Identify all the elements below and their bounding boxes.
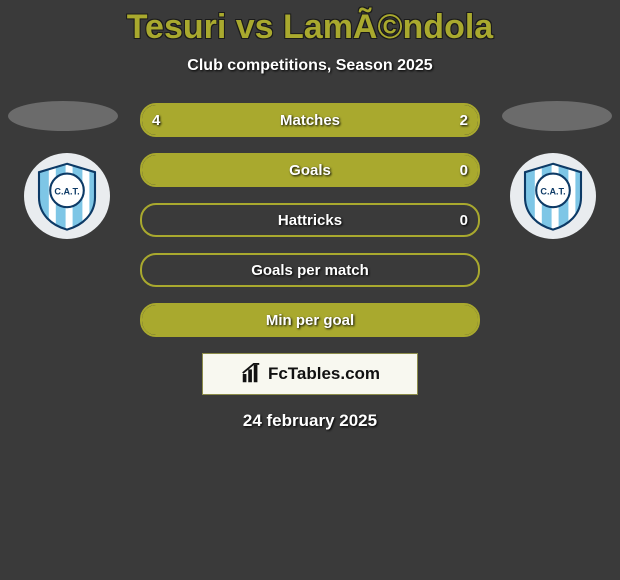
stat-row: 0Goals (140, 153, 480, 187)
player-shadow-left (8, 101, 118, 131)
stat-fill-left (142, 105, 366, 135)
comparison-stage: C.A.T. C.A.T. 42Matches0Goals0HattricksG… (0, 103, 620, 431)
stat-label: Goals per match (142, 262, 478, 279)
stat-value-right: 0 (460, 212, 468, 229)
brand-text: FcTables.com (268, 364, 380, 384)
stat-row: 42Matches (140, 103, 480, 137)
club-crest-right: C.A.T. (510, 153, 596, 239)
player-shadow-right (502, 101, 612, 131)
stat-row: Goals per match (140, 253, 480, 287)
svg-text:C.A.T.: C.A.T. (54, 187, 79, 197)
brand-box: FcTables.com (202, 353, 418, 395)
stat-label: Hattricks (142, 212, 478, 229)
stat-row: 0Hattricks (140, 203, 480, 237)
shield-icon: C.A.T. (518, 161, 588, 231)
stat-fill-left (142, 155, 478, 185)
stat-value-right: 2 (460, 112, 468, 129)
stat-fill-left (142, 305, 478, 335)
stat-bars: 42Matches0Goals0HattricksGoals per match… (140, 103, 480, 337)
date-text: 24 february 2025 (0, 411, 620, 431)
svg-text:C.A.T.: C.A.T. (540, 187, 565, 197)
page-title: Tesuri vs LamÃ©ndola (0, 0, 620, 47)
bar-chart-icon (240, 363, 262, 385)
stat-row: Min per goal (140, 303, 480, 337)
stat-value-left: 4 (152, 112, 160, 129)
subtitle: Club competitions, Season 2025 (0, 57, 620, 75)
shield-icon: C.A.T. (32, 161, 102, 231)
stat-value-right: 0 (460, 162, 468, 179)
club-crest-left: C.A.T. (24, 153, 110, 239)
